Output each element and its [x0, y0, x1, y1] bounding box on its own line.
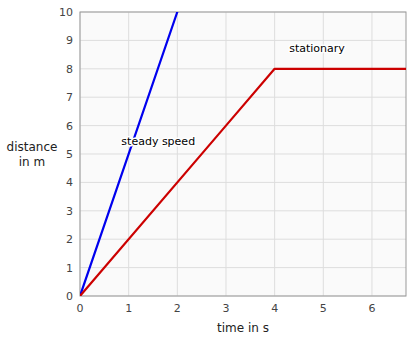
y-grid-line	[80, 125, 406, 126]
y-grid-line	[80, 182, 406, 183]
y-tick-label: 6	[66, 120, 73, 133]
x-tick-label: 5	[320, 302, 327, 315]
x-tick-label: 2	[174, 302, 181, 315]
plot-background	[80, 12, 406, 296]
y-grid-line	[80, 210, 406, 211]
x-tick-label: 1	[125, 302, 132, 315]
annotation: stationary	[289, 42, 345, 55]
y-tick-label: 2	[66, 233, 73, 246]
y-tick-label: 1	[66, 262, 73, 275]
x-tick-label: 6	[368, 302, 375, 315]
series-line	[80, 12, 177, 296]
annotation: steady speed	[121, 135, 195, 148]
y-tick-label: 10	[59, 6, 73, 19]
y-tick-label: 3	[66, 205, 73, 218]
y-tick-label: 9	[66, 34, 73, 47]
series-group	[80, 12, 406, 296]
y-axis-label-line: in m	[19, 155, 45, 169]
x-tick-label: 4	[271, 302, 278, 315]
chart-container: 0 1 2 3 4 5 6 0 1 2 3 4 5 6 7 8 9 10 steady speed stationar…	[0, 0, 420, 342]
y-grid-line	[80, 97, 406, 98]
series-line	[80, 69, 406, 296]
y-grid-line	[80, 40, 406, 41]
x-tick-label: 3	[222, 302, 229, 315]
chart: 0 1 2 3 4 5 6 0 1 2 3 4 5 6 7 8 9 10 steady speed stationar…	[0, 0, 420, 342]
y-axis-label-line: distance	[7, 140, 58, 154]
grid	[80, 12, 406, 296]
y-grid-line	[80, 267, 406, 268]
x-tick-label: 0	[77, 302, 84, 315]
tick-labels: 0 1 2 3 4 5 6 0 1 2 3 4 5 6 7 8 9 10	[59, 6, 375, 315]
plot-frame	[80, 12, 406, 296]
y-tick-label: 4	[66, 176, 73, 189]
x-axis-label: time in s	[217, 321, 269, 335]
y-axis-label: distancein m	[7, 140, 58, 169]
y-tick-label: 8	[66, 63, 73, 76]
y-tick-label: 5	[66, 148, 73, 161]
y-tick-label: 7	[66, 91, 73, 104]
y-tick-label: 0	[66, 290, 73, 303]
